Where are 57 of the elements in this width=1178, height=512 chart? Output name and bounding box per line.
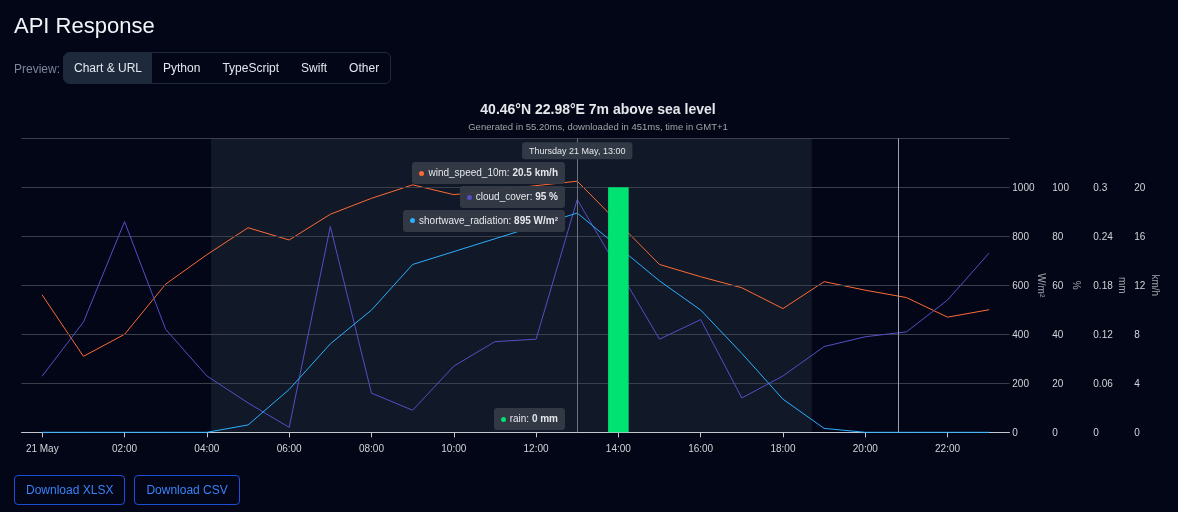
y-tick-label: 16 [1134,230,1146,242]
annotation: shortwave_radiation: 895 W/m² [403,209,565,232]
line-series [41,180,990,357]
annotation: rain: 0 mm [493,408,565,430]
y2-tick-label: 0 [1052,426,1059,438]
button[interactable]: Download CSV [134,475,240,505]
tab[interactable]: Chart & URL [64,53,153,83]
y3-tick-label: 0 [1093,426,1100,438]
y-tick-label: 1000 [1012,181,1035,193]
annotation: cloud_cover: 95 % [459,186,565,208]
tab[interactable]: Other [338,53,391,83]
x-tick-label: 02:00 [112,442,138,454]
y2-axis-title: % [1070,280,1082,290]
y3-tick-label: 0.3 [1093,181,1108,193]
x-tick-label: 10:00 [441,442,467,454]
x-tick-label: 20:00 [852,442,879,454]
tab[interactable]: TypeScript [211,53,291,83]
y-tick-label: 200 [1012,377,1030,389]
y2-tick-label: 60 [1052,279,1064,291]
y2-tick-label: 20 [1052,377,1064,389]
x-tick-label: 12:00 [523,442,550,454]
x-tick-label: 04:00 [194,442,220,454]
x-tick-label: 06:00 [276,442,303,454]
y3-tick-label: 0.06 [1093,377,1114,389]
y-tick-label: 0 [1134,426,1141,438]
tab[interactable]: Swift [290,53,339,83]
y2-tick-label: 40 [1052,328,1064,340]
y2-tick-label: 80 [1052,230,1064,242]
x-tick-label: 14:00 [605,442,632,454]
y-axis-title: W/m² [1035,273,1047,298]
x-tick-label: 08:00 [358,442,385,454]
y3-tick-label: 0.12 [1093,328,1114,340]
y-tick-label: 8 [1134,328,1141,340]
text: API Response [14,13,155,39]
y-tick-label: 600 [1012,279,1030,291]
y3-axis-title: mm [1116,276,1128,294]
ref-line-label: Thursday 21 May, 13:00 [529,145,626,156]
y-tick-label: 400 [1012,328,1030,340]
x-tick-label: 22:00 [935,442,961,454]
x-tick-label: 16:00 [688,442,714,454]
y-tick-label: 4 [1134,377,1141,389]
y-tick-label: 12 [1134,279,1146,291]
button[interactable]: Download XLSX [14,475,126,505]
y-axis-title: km/h [1149,274,1161,297]
y-tick-label: 0 [1012,426,1019,438]
y-tick-label: 20 [1134,181,1146,193]
y3-tick-label: 0.18 [1093,279,1114,291]
tab[interactable]: Python [152,53,212,83]
y-tick-label: 800 [1012,230,1030,242]
x-tick-label: 21 May [25,442,59,454]
text: Preview: [14,61,61,77]
chart-subtitle: Generated in 55.20ms, downloaded in 451ms, time in GMT+1 [468,120,728,132]
annotation: wind_speed_10m: 20.5 km/h [412,162,565,184]
chart-title: 40.46°N 22.98°E 7m above sea level [480,101,716,117]
y3-tick-label: 0.24 [1093,230,1114,242]
x-tick-label: 18:00 [770,442,796,454]
y2-tick-label: 100 [1052,181,1070,193]
